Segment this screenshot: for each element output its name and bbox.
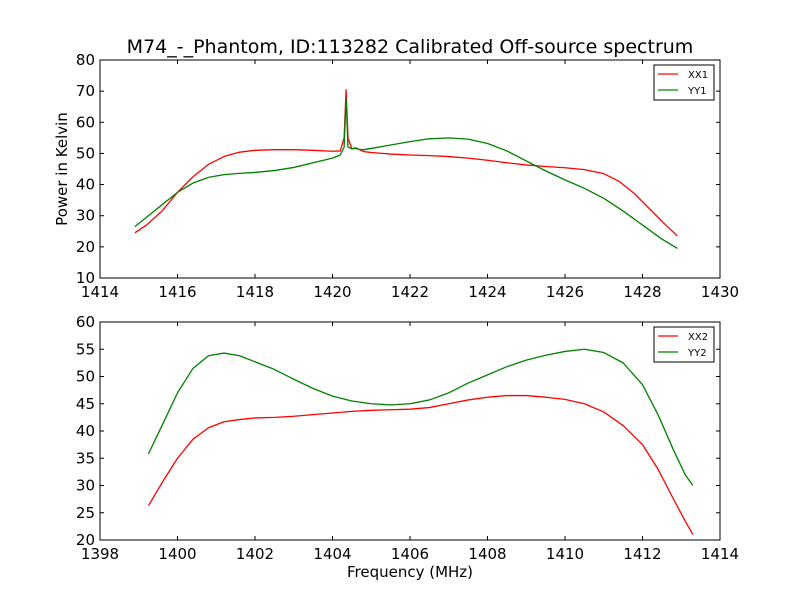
x-tick-label: 1398 (81, 545, 119, 563)
y-tick-label: 35 (76, 449, 95, 467)
axes-frame-2 (99, 321, 721, 541)
x-tick-label: 1424 (468, 283, 506, 301)
y-tick-label: 60 (76, 313, 95, 331)
x-tick-label: 1406 (391, 545, 429, 563)
y-tick-label: 30 (76, 477, 95, 495)
y-tick-label: 50 (76, 368, 95, 386)
subplot-1: 1414 1416 1418 1420 1422 1424 1426 1428 1430 10 20… (53, 36, 739, 301)
legend-label-yy2: YY2 (687, 348, 707, 359)
x-tick-label: 1404 (313, 545, 351, 563)
x-tick-label: 1414 (81, 283, 119, 301)
y-tick-label: 10 (76, 269, 95, 287)
y-tick-label: 25 (76, 504, 95, 522)
y-tick-label: 50 (76, 144, 95, 162)
x-axis-label: Frequency (MHz) (347, 563, 473, 581)
legend-label-xx1: XX1 (688, 70, 708, 81)
series-line-xx1 (134, 88, 678, 237)
chart-title: M74_-_Phantom, ID:113282 Calibrated Off-… (127, 36, 694, 58)
x-tick-label: 1412 (623, 545, 661, 563)
x-tick-label: 1422 (391, 283, 429, 301)
y-tick-label: 60 (76, 113, 95, 131)
series-line-xx2 (147, 394, 694, 535)
legend-label-xx2: XX2 (688, 332, 708, 343)
axes-frame-1 (99, 59, 721, 279)
x-tick-label: 1410 (546, 545, 584, 563)
x-tick-label: 1402 (236, 545, 274, 563)
y-tick-label: 40 (76, 176, 95, 194)
x-tick-label: 1418 (236, 283, 274, 301)
x-tick-label: 1428 (623, 283, 661, 301)
legend-box (653, 326, 715, 363)
y-tick-label: 70 (76, 82, 95, 100)
legend-label-yy1: YY1 (687, 86, 707, 97)
y-tick-label: 30 (76, 207, 95, 225)
y-axis-label: Power in Kelvin (53, 112, 71, 226)
x-tick-label: 1420 (313, 283, 351, 301)
y-tick-label: 80 (76, 51, 95, 69)
x-tick-label: 1414 (701, 545, 739, 563)
x-tick-label: 1400 (158, 545, 196, 563)
legend-box (653, 64, 715, 101)
y-tick-label: 20 (76, 238, 95, 256)
y-tick-label: 20 (76, 531, 95, 549)
x-tick-label: 1408 (468, 545, 506, 563)
x-tick-label: 1430 (701, 283, 739, 301)
y-tick-label: 40 (76, 422, 95, 440)
y-tick-label: 55 (76, 340, 95, 358)
x-tick-label: 1426 (546, 283, 584, 301)
series-line-yy2 (147, 348, 694, 486)
x-tick-label: 1416 (158, 283, 196, 301)
subplot-2: 1398 1400 1402 1404 1406 1408 1410 1412 1414 20 25… (76, 313, 739, 581)
y-tick-label: 45 (76, 395, 95, 413)
series-line-yy1 (134, 98, 678, 249)
